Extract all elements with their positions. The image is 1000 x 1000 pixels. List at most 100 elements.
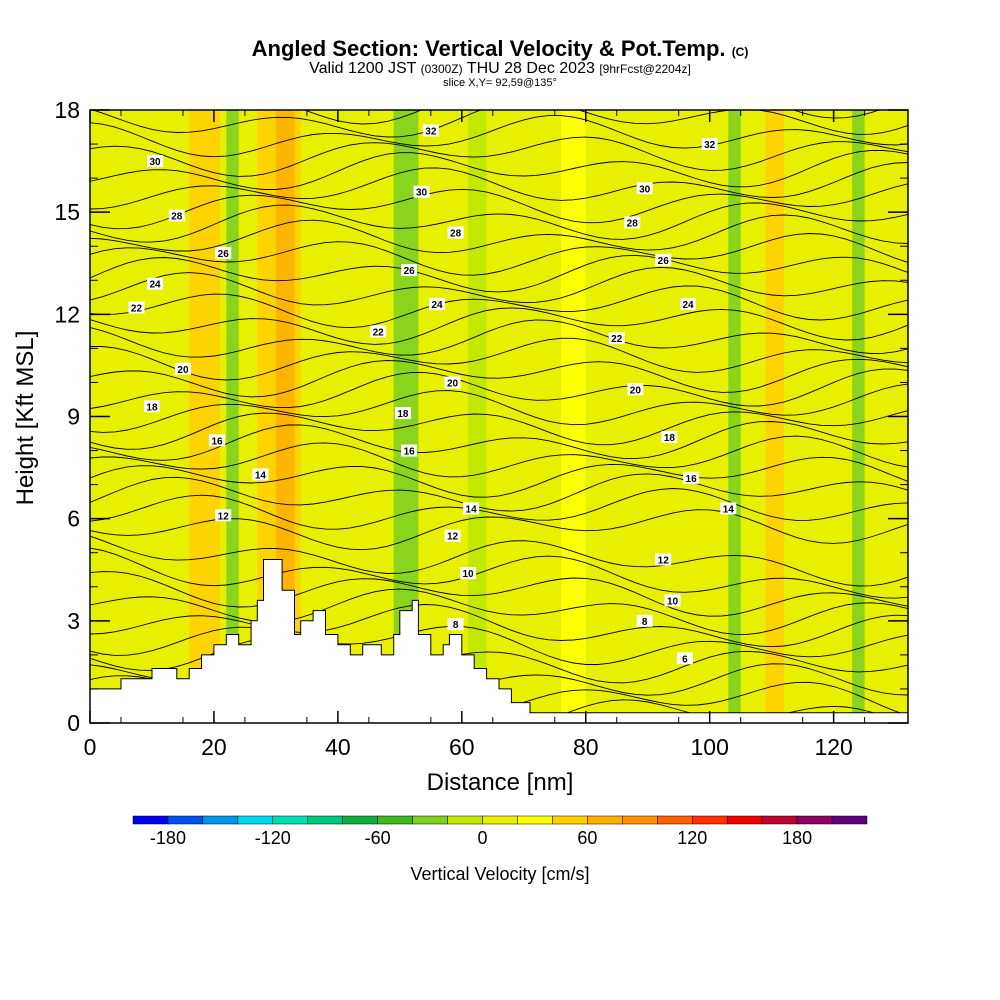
contour-label-16: 20 [444,376,461,389]
colorbar-swatch-20 [831,815,868,825]
contour-label-27: 24 [680,298,697,311]
contour-label-bg [168,209,185,222]
contour-label-bg [627,383,644,396]
contour-label-26: 26 [655,253,672,267]
contour-label-7: 16 [209,434,226,447]
slice-info: slice X,Y= 92,59@135° [443,77,557,89]
contour-label-text: 8 [453,620,459,631]
contour-label-text: 24 [150,280,162,291]
contour-label-text: 30 [150,157,162,168]
contour-label-text: 20 [177,365,189,376]
contour-label-text: 12 [658,556,670,567]
contour-label-11: 30 [413,185,430,199]
y-tick-label: 9 [67,404,80,430]
contour-label-text: 24 [431,300,443,311]
theta-contour-4 [90,625,908,665]
contour-label-bg [636,614,653,627]
contour-label-bg [655,553,672,566]
contour-label-bg [655,253,672,266]
contour-label-text: 26 [404,266,416,277]
theta-contour-30 [90,162,908,210]
theta-contour-12 [90,473,908,512]
x-tick-label: 60 [449,734,475,760]
axes: 0 20 40 60 80 100 120 0 3 6 9 12 15 18 [54,97,908,760]
x-tick-label: 40 [325,734,351,760]
theta-contour-15 [90,421,908,461]
contour-label-9: 12 [215,509,232,522]
colorbar-tick-label: 120 [677,828,707,848]
colorbar-swatch-4 [272,815,309,825]
y-axis-title: Height [Kft MSL] [12,331,39,506]
contour-label-text: 6 [682,654,688,665]
colorbar-swatch-9 [447,815,483,825]
colorbar-tick-label: -120 [255,828,291,848]
contour-label-text: 26 [658,256,670,267]
contour-label-bg [680,298,697,311]
contour-label-text: 12 [218,511,230,522]
theta-contour-27 [90,214,908,254]
contour-label-bg [429,298,446,311]
colorbar-swatch-17 [726,815,763,825]
theta-contour-16 [90,410,908,450]
theta-contour-34 [91,110,908,138]
theta-contour-31 [90,150,908,190]
theta-contour-11 [90,488,908,530]
contour-label-17: 18 [394,407,411,420]
theta-contour-20 [90,337,908,381]
contour-label-3: 24 [147,277,164,291]
contour-label-text: 8 [642,617,648,628]
contour-label-bg [252,468,269,481]
contour-label-bg [463,502,480,515]
contour-label-30: 18 [661,430,678,444]
contour-label-31: 16 [683,471,700,485]
theta-contour-6 [90,588,908,635]
contour-label-22: 8 [447,618,464,631]
colorbar-swatch-19 [796,815,833,825]
contour-label-13: 26 [401,264,418,277]
y-tick-label: 12 [54,301,80,327]
velocity-band-7 [728,110,741,723]
theta-contour-26 [90,233,908,276]
colorbar-swatch-14 [622,815,658,825]
contour-label-bg [676,652,693,665]
theta-contour-9 [90,535,908,587]
contour-label-23: 32 [701,138,718,151]
y-tick-label: 3 [67,608,80,634]
chart-title: Angled Section: Vertical Velocity & Pot.… [0,36,1000,62]
contour-label-bg [209,434,226,447]
contour-label-text: 30 [416,188,428,199]
velocity-band-5 [468,110,487,723]
colorbar-tick-label: 180 [782,828,812,848]
contour-label-bg [447,618,464,631]
contour-label-bg [422,124,439,137]
contour-label-text: 12 [447,532,459,543]
x-tick-label: 80 [573,734,599,760]
contour-label-text: 28 [171,212,183,223]
contour-label-text: 16 [211,436,223,447]
colorbar-swatch-13 [587,815,623,825]
theta-contour-7 [90,571,908,617]
x-tick-label: 120 [814,734,852,760]
theta-contour-19 [90,358,908,398]
colorbar-swatch-5 [307,815,343,825]
x-tick-label: 20 [201,734,227,760]
contour-label-bg [447,226,464,239]
contour-label-18: 16 [401,444,418,458]
theta-contour-22 [90,307,908,345]
forecast-info: [9hrFcst@2204z] [599,62,691,76]
contour-label-15: 22 [370,325,387,338]
contour-label-33: 12 [655,553,672,567]
theta-contour-24 [90,266,908,306]
theta-contour-25 [90,254,908,293]
contour-label-text: 28 [450,229,462,240]
contour-label-bg [401,264,418,277]
velocity-band-1 [226,110,239,723]
contour-label-text: 22 [373,327,385,338]
contour-label-10: 32 [422,124,439,137]
contour-label-12: 28 [447,226,464,240]
theta-contour-28 [90,202,908,243]
contour-label-1: 28 [168,209,185,223]
contour-label-bg [413,185,430,198]
contour-label-bg [661,430,678,443]
